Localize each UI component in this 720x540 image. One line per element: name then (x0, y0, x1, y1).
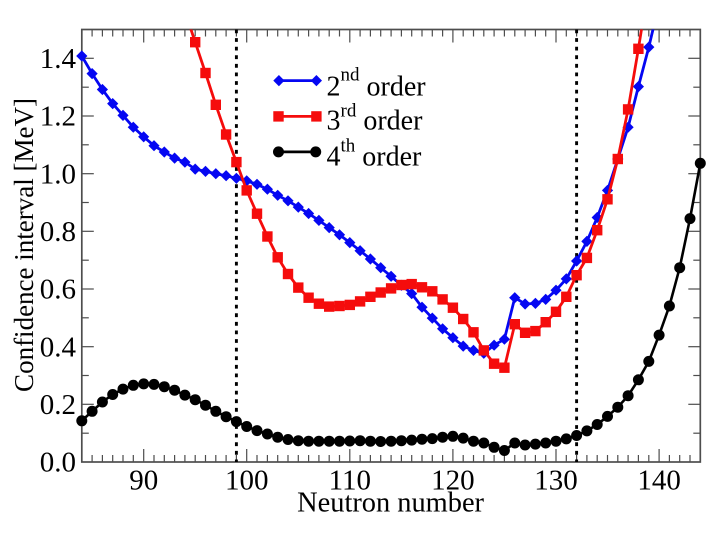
svg-text:130: 130 (534, 465, 578, 497)
svg-text:0.6: 0.6 (40, 274, 76, 306)
svg-text:120: 120 (431, 465, 475, 497)
svg-text:1.4: 1.4 (40, 43, 77, 75)
svg-text:0.4: 0.4 (40, 331, 77, 363)
svg-text:90: 90 (129, 465, 158, 497)
svg-text:100: 100 (225, 465, 269, 497)
svg-text:0.8: 0.8 (40, 216, 76, 248)
svg-text:2nd order: 2nd order (327, 65, 427, 103)
svg-text:3rd order: 3rd order (327, 100, 424, 136)
svg-text:1.2: 1.2 (40, 101, 76, 133)
svg-text:Neutron number: Neutron number (297, 488, 484, 519)
svg-text:Confidence interval [MeV]: Confidence interval [MeV] (9, 98, 39, 392)
svg-text:110: 110 (329, 465, 371, 497)
svg-text:140: 140 (637, 465, 681, 497)
svg-text:1.0: 1.0 (40, 158, 76, 190)
svg-text:0.0: 0.0 (40, 447, 76, 479)
svg-text:0.2: 0.2 (40, 389, 76, 421)
svg-text:4th order: 4th order (327, 136, 423, 173)
